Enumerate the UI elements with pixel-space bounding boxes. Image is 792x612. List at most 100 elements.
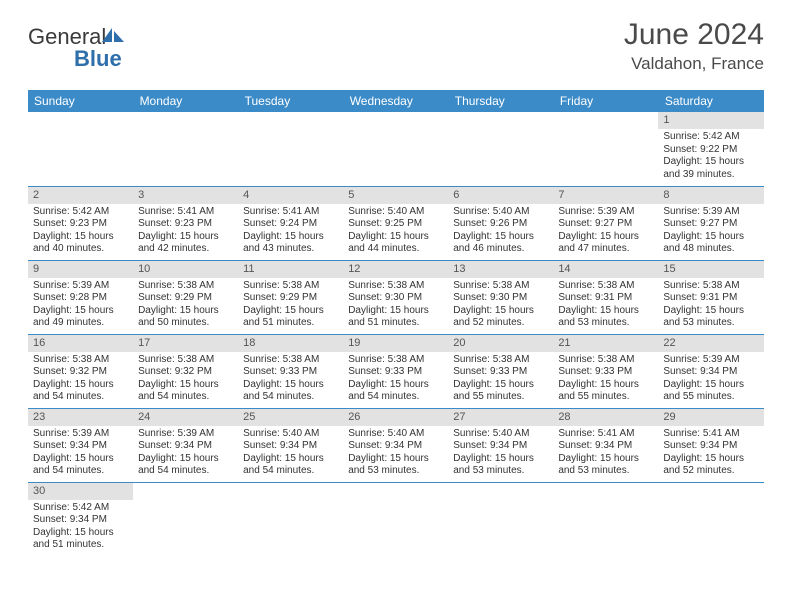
- sunrise-line: Sunrise: 5:41 AM: [138, 206, 233, 219]
- calendar-body: 1Sunrise: 5:42 AMSunset: 9:22 PMDaylight…: [28, 112, 764, 556]
- day-number: 1: [658, 112, 763, 129]
- sunrise-line: Sunrise: 5:40 AM: [348, 428, 443, 441]
- day-content: Sunrise: 5:38 AMSunset: 9:31 PMDaylight:…: [553, 278, 658, 332]
- daylight-line: Daylight: 15 hours and 51 minutes.: [348, 305, 443, 330]
- calendar-cell: 22Sunrise: 5:39 AMSunset: 9:34 PMDayligh…: [658, 334, 763, 408]
- day-content: Sunrise: 5:42 AMSunset: 9:22 PMDaylight:…: [658, 129, 763, 183]
- sunrise-line: Sunrise: 5:39 AM: [663, 206, 758, 219]
- day-number: 30: [28, 483, 133, 500]
- logo-text: GeneralBlue: [28, 26, 126, 70]
- sunrise-line: Sunrise: 5:40 AM: [453, 206, 548, 219]
- calendar-cell: 10Sunrise: 5:38 AMSunset: 9:29 PMDayligh…: [133, 260, 238, 334]
- sunset-line: Sunset: 9:33 PM: [348, 366, 443, 379]
- day-number: 25: [238, 409, 343, 426]
- day-content: Sunrise: 5:39 AMSunset: 9:27 PMDaylight:…: [553, 204, 658, 258]
- sunset-line: Sunset: 9:34 PM: [663, 440, 758, 453]
- day-content: Sunrise: 5:41 AMSunset: 9:24 PMDaylight:…: [238, 204, 343, 258]
- sunrise-line: Sunrise: 5:39 AM: [558, 206, 653, 219]
- day-content: Sunrise: 5:38 AMSunset: 9:30 PMDaylight:…: [343, 278, 448, 332]
- calendar-cell: 5Sunrise: 5:40 AMSunset: 9:25 PMDaylight…: [343, 186, 448, 260]
- sunset-line: Sunset: 9:30 PM: [348, 292, 443, 305]
- sunset-line: Sunset: 9:34 PM: [558, 440, 653, 453]
- sunset-line: Sunset: 9:34 PM: [663, 366, 758, 379]
- sunset-line: Sunset: 9:34 PM: [33, 440, 128, 453]
- day-content: Sunrise: 5:42 AMSunset: 9:23 PMDaylight:…: [28, 204, 133, 258]
- day-number: 14: [553, 261, 658, 278]
- daylight-line: Daylight: 15 hours and 54 minutes.: [138, 379, 233, 404]
- day-number: 26: [343, 409, 448, 426]
- sunset-line: Sunset: 9:34 PM: [453, 440, 548, 453]
- calendar-cell: 23Sunrise: 5:39 AMSunset: 9:34 PMDayligh…: [28, 408, 133, 482]
- calendar-cell: 27Sunrise: 5:40 AMSunset: 9:34 PMDayligh…: [448, 408, 553, 482]
- sunrise-line: Sunrise: 5:38 AM: [453, 280, 548, 293]
- daylight-line: Daylight: 15 hours and 42 minutes.: [138, 231, 233, 256]
- sunrise-line: Sunrise: 5:38 AM: [33, 354, 128, 367]
- day-number: 19: [343, 335, 448, 352]
- calendar-cell: [553, 112, 658, 186]
- logo: GeneralBlue: [28, 18, 126, 70]
- sunrise-line: Sunrise: 5:38 AM: [243, 280, 338, 293]
- sunrise-line: Sunrise: 5:38 AM: [348, 354, 443, 367]
- calendar-cell: 11Sunrise: 5:38 AMSunset: 9:29 PMDayligh…: [238, 260, 343, 334]
- day-content: Sunrise: 5:40 AMSunset: 9:34 PMDaylight:…: [238, 426, 343, 480]
- calendar-cell: 26Sunrise: 5:40 AMSunset: 9:34 PMDayligh…: [343, 408, 448, 482]
- calendar-cell: [343, 112, 448, 186]
- sunrise-line: Sunrise: 5:38 AM: [243, 354, 338, 367]
- sunrise-line: Sunrise: 5:38 AM: [663, 280, 758, 293]
- sunset-line: Sunset: 9:33 PM: [453, 366, 548, 379]
- day-number: 9: [28, 261, 133, 278]
- calendar-cell: [658, 482, 763, 556]
- daylight-line: Daylight: 15 hours and 44 minutes.: [348, 231, 443, 256]
- sunrise-line: Sunrise: 5:41 AM: [663, 428, 758, 441]
- sunset-line: Sunset: 9:34 PM: [33, 514, 128, 527]
- sunrise-line: Sunrise: 5:38 AM: [138, 354, 233, 367]
- day-content: Sunrise: 5:39 AMSunset: 9:34 PMDaylight:…: [133, 426, 238, 480]
- daylight-line: Daylight: 15 hours and 48 minutes.: [663, 231, 758, 256]
- day-number: 16: [28, 335, 133, 352]
- sunset-line: Sunset: 9:28 PM: [33, 292, 128, 305]
- sunset-line: Sunset: 9:34 PM: [348, 440, 443, 453]
- daylight-line: Daylight: 15 hours and 49 minutes.: [33, 305, 128, 330]
- day-number: 21: [553, 335, 658, 352]
- day-number: 15: [658, 261, 763, 278]
- daylight-line: Daylight: 15 hours and 43 minutes.: [243, 231, 338, 256]
- calendar-cell: 28Sunrise: 5:41 AMSunset: 9:34 PMDayligh…: [553, 408, 658, 482]
- calendar-cell: 17Sunrise: 5:38 AMSunset: 9:32 PMDayligh…: [133, 334, 238, 408]
- daylight-line: Daylight: 15 hours and 52 minutes.: [663, 453, 758, 478]
- sunset-line: Sunset: 9:34 PM: [138, 440, 233, 453]
- calendar-cell: 14Sunrise: 5:38 AMSunset: 9:31 PMDayligh…: [553, 260, 658, 334]
- daylight-line: Daylight: 15 hours and 51 minutes.: [243, 305, 338, 330]
- day-number: 13: [448, 261, 553, 278]
- day-content: Sunrise: 5:41 AMSunset: 9:34 PMDaylight:…: [553, 426, 658, 480]
- sunrise-line: Sunrise: 5:38 AM: [348, 280, 443, 293]
- sunrise-line: Sunrise: 5:41 AM: [243, 206, 338, 219]
- day-content: Sunrise: 5:41 AMSunset: 9:23 PMDaylight:…: [133, 204, 238, 258]
- calendar-cell: [238, 482, 343, 556]
- daylight-line: Daylight: 15 hours and 54 minutes.: [243, 453, 338, 478]
- calendar-table: SundayMondayTuesdayWednesdayThursdayFrid…: [28, 90, 764, 556]
- sunrise-line: Sunrise: 5:38 AM: [138, 280, 233, 293]
- sunrise-line: Sunrise: 5:38 AM: [558, 280, 653, 293]
- daylight-line: Daylight: 15 hours and 54 minutes.: [138, 453, 233, 478]
- sunset-line: Sunset: 9:29 PM: [138, 292, 233, 305]
- sunset-line: Sunset: 9:33 PM: [558, 366, 653, 379]
- calendar-cell: [448, 482, 553, 556]
- sunset-line: Sunset: 9:23 PM: [33, 218, 128, 231]
- sunset-line: Sunset: 9:22 PM: [663, 144, 758, 157]
- sunset-line: Sunset: 9:33 PM: [243, 366, 338, 379]
- sunset-line: Sunset: 9:31 PM: [558, 292, 653, 305]
- day-number: 18: [238, 335, 343, 352]
- title-block: June 2024 Valdahon, France: [624, 18, 764, 74]
- daylight-line: Daylight: 15 hours and 53 minutes.: [348, 453, 443, 478]
- calendar-cell: [133, 112, 238, 186]
- header: GeneralBlue June 2024 Valdahon, France: [28, 18, 764, 74]
- calendar-cell: 15Sunrise: 5:38 AMSunset: 9:31 PMDayligh…: [658, 260, 763, 334]
- day-content: Sunrise: 5:38 AMSunset: 9:33 PMDaylight:…: [448, 352, 553, 406]
- sunset-line: Sunset: 9:27 PM: [663, 218, 758, 231]
- daylight-line: Daylight: 15 hours and 53 minutes.: [558, 305, 653, 330]
- day-content: Sunrise: 5:41 AMSunset: 9:34 PMDaylight:…: [658, 426, 763, 480]
- day-content: Sunrise: 5:40 AMSunset: 9:25 PMDaylight:…: [343, 204, 448, 258]
- daylight-line: Daylight: 15 hours and 55 minutes.: [453, 379, 548, 404]
- sunrise-line: Sunrise: 5:39 AM: [663, 354, 758, 367]
- day-content: Sunrise: 5:40 AMSunset: 9:34 PMDaylight:…: [343, 426, 448, 480]
